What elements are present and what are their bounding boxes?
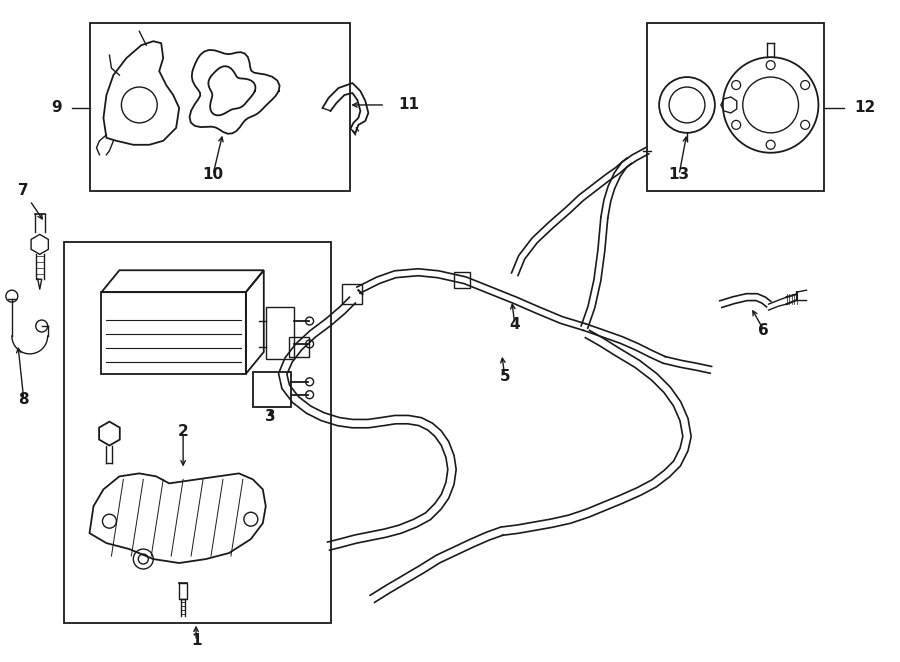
Text: 4: 4	[509, 316, 520, 332]
Bar	[343, 284, 363, 304]
Text: 6: 6	[759, 322, 769, 338]
Text: 1: 1	[191, 633, 202, 648]
Text: 10: 10	[202, 167, 223, 182]
Bar	[102, 292, 246, 374]
Bar	[64, 242, 330, 623]
Text: 2: 2	[177, 424, 188, 439]
Text: 8: 8	[19, 392, 29, 407]
Bar	[89, 23, 350, 191]
Text: 5: 5	[500, 369, 510, 385]
Text: 12: 12	[854, 101, 876, 115]
Bar	[454, 272, 470, 288]
Bar	[253, 372, 291, 406]
Bar	[289, 337, 309, 357]
Bar	[647, 23, 824, 191]
Bar	[266, 307, 293, 359]
Text: 13: 13	[669, 167, 689, 182]
Text: 11: 11	[398, 97, 419, 113]
Text: 9: 9	[51, 101, 61, 115]
Text: 7: 7	[19, 183, 29, 198]
Text: 3: 3	[266, 409, 276, 424]
